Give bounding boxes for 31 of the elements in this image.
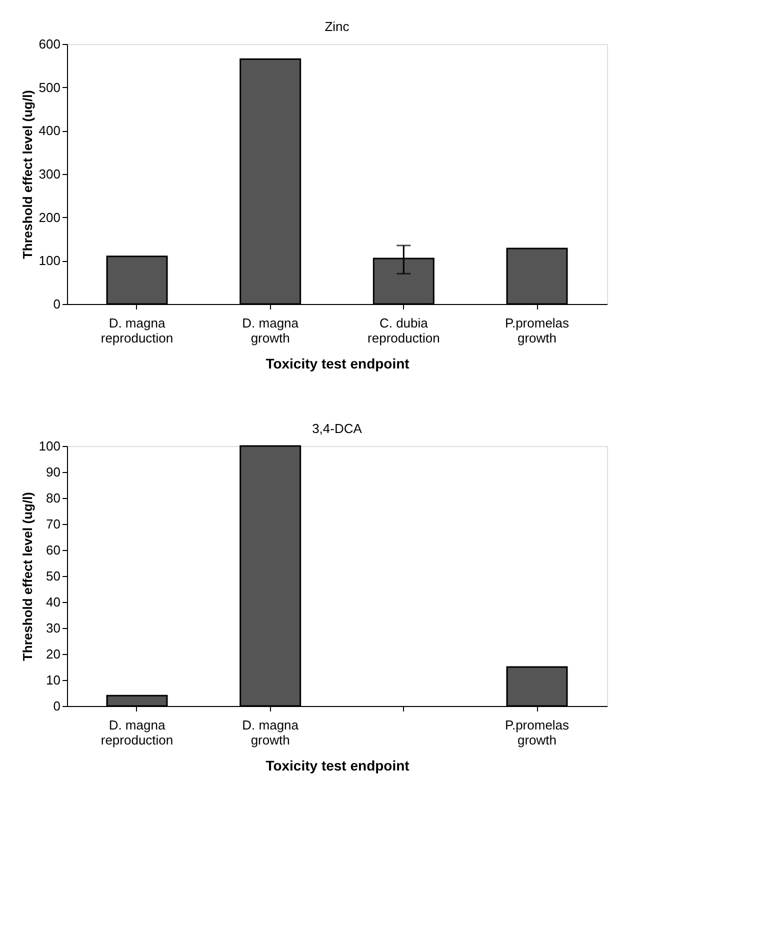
y-tick-label: 200: [38, 210, 60, 225]
y-tick-label: 30: [46, 620, 60, 636]
y-tick-label: 20: [46, 646, 60, 662]
y-tick-label: 0: [53, 296, 60, 312]
x-tick-label: D. magna reproduction: [100, 718, 174, 748]
y-tick-label: 0: [53, 698, 60, 714]
y-tick-label: 40: [46, 594, 60, 610]
y-tick-label: 100: [38, 438, 60, 454]
y-tick-label: 10: [46, 672, 60, 688]
y-tick-label: 300: [38, 166, 60, 182]
chart-title: Zinc: [324, 19, 350, 34]
y-tick-label: 70: [46, 516, 60, 532]
x-tick-label: P.promelas growth: [504, 718, 570, 748]
x-tick-label: C. dubia reproduction: [368, 316, 440, 346]
y-tick-label: 400: [38, 123, 60, 138]
x-tick-label: D. magna growth: [242, 718, 300, 748]
x-tick-label: D. magna growth: [242, 316, 300, 346]
y-tick-label: 100: [38, 253, 60, 268]
y-tick-label: 80: [46, 490, 60, 506]
y-axis-title: Threshold effect level (ug/l): [20, 90, 35, 260]
x-axis-title: Toxicity test endpoint: [266, 356, 410, 372]
x-tick-label: P.promelas growth: [504, 316, 570, 346]
y-tick-label: 600: [38, 36, 60, 52]
chart-title: 3,4-DCA: [312, 421, 362, 436]
y-tick-label: 50: [46, 568, 60, 584]
y-tick-label: 90: [46, 464, 60, 480]
x-tick-label: D. magna reproduction: [100, 316, 174, 346]
y-axis-title: Threshold effect level (ug/l): [20, 492, 35, 662]
y-tick-label: 60: [46, 542, 60, 558]
y-tick-label: 500: [38, 80, 60, 95]
x-axis-title: Toxicity test endpoint: [266, 758, 410, 774]
